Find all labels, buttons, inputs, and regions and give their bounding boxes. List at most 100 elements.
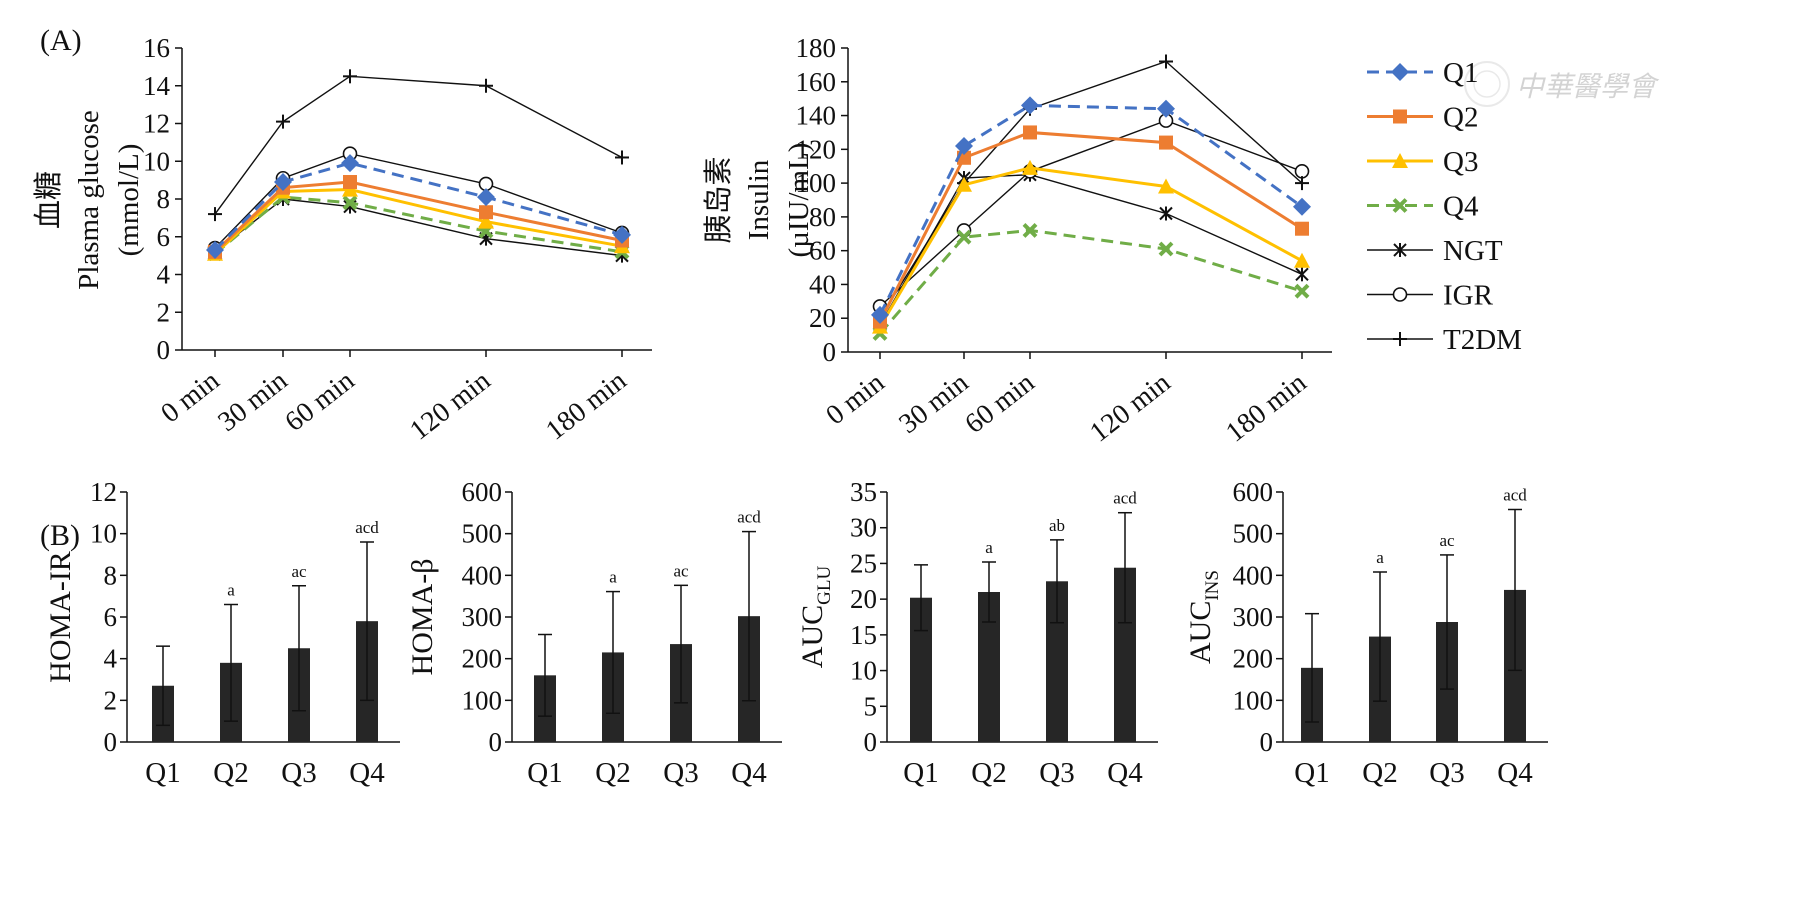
y-tick-label: 14	[143, 71, 171, 101]
panel-b-label: (B)	[40, 519, 80, 552]
x-tick-label-q4: Q4	[349, 757, 385, 789]
y-tick-label: 300	[1233, 602, 1274, 632]
y-tick-label: 600	[462, 477, 503, 507]
y-axis-label: Plasma glucose	[73, 110, 105, 290]
legend-marker-q3	[1392, 153, 1408, 168]
data-point-q3	[478, 213, 494, 229]
legend-item-q2: Q2	[1367, 102, 1478, 134]
data-point-ngt	[1295, 267, 1309, 282]
series-line-q1	[213, 161, 623, 252]
y-tick-label: 400	[462, 560, 503, 590]
y-tick-label: 6	[104, 602, 118, 632]
data-point-q1	[477, 188, 495, 207]
y-tick-label: 200	[1233, 644, 1274, 674]
x-tick-label: 120 min	[1084, 367, 1176, 448]
x-tick-label-q3: Q3	[281, 757, 316, 789]
significance-label-q3: ac	[673, 561, 689, 580]
legend-marker-q2	[1393, 109, 1407, 124]
data-point-q2	[343, 175, 357, 190]
y-tick-label: 100	[462, 685, 503, 715]
x-tick-label: 0 min	[155, 365, 225, 429]
data-point-q1	[871, 305, 889, 324]
chart-legend: Q1 Q2 Q3 Q4 NGT IGR T2DM	[1367, 57, 1522, 356]
y-tick-label: 30	[850, 513, 877, 543]
legend-label-t2dm: T2DM	[1443, 324, 1522, 356]
watermark-seal-icon	[1464, 61, 1510, 107]
y-tick-label: 100	[1233, 685, 1274, 715]
series-t2dm	[208, 69, 629, 222]
auc-ins-bar-chart: 0 100 200 300 400 500 600 AUCINS Q1 a Q2 ac Q3 acd Q4	[1184, 477, 1548, 789]
data-point-q1	[1157, 99, 1175, 118]
series-t2dm	[873, 54, 1309, 326]
y-tick-label: 10	[143, 146, 170, 176]
y-axis-label-main: HOMA-β	[406, 559, 439, 676]
y-tick-label: 80	[809, 202, 836, 232]
series-q2	[873, 125, 1309, 329]
y-axis-label: Insulin	[743, 159, 775, 240]
legend-label-ngt: NGT	[1443, 235, 1503, 267]
panel-a-label: (A)	[40, 24, 82, 57]
y-tick-label: 16	[143, 33, 170, 63]
significance-label-q3: ac	[291, 562, 307, 581]
significance-label-q4: acd	[1503, 486, 1527, 505]
data-point-q3	[342, 181, 358, 197]
y-tick-label: 0	[1260, 727, 1274, 757]
significance-label-q2: a	[227, 581, 235, 600]
data-point-q2	[1159, 135, 1173, 150]
y-tick-label: 12	[90, 477, 117, 507]
y-axis-label: (µIU/mL)	[783, 143, 815, 258]
legend-item-q1: Q1	[1367, 57, 1478, 89]
y-tick-label: 4	[157, 260, 171, 290]
y-tick-label: 0	[864, 727, 878, 757]
legend-label-q3: Q3	[1443, 146, 1478, 178]
x-tick-label: 180 min	[1220, 367, 1312, 448]
legend-label-q2: Q2	[1443, 102, 1478, 134]
y-tick-label: 40	[809, 269, 836, 299]
y-tick-label: 25	[850, 548, 877, 578]
x-tick-label: 60 min	[279, 365, 360, 438]
y-tick-label: 10	[90, 519, 117, 549]
y-tick-label: 6	[157, 222, 171, 252]
y-axis-label-subscript: GLU	[814, 566, 835, 605]
data-point-q3	[1022, 159, 1038, 175]
y-tick-label: 10	[850, 656, 877, 686]
watermark-logo: 中華醫學會	[1464, 61, 1660, 107]
y-axis-label: (mmol/L)	[113, 144, 145, 257]
data-point-ngt	[1159, 206, 1173, 221]
legend-label-q4: Q4	[1443, 191, 1479, 223]
data-point-igr	[1294, 163, 1310, 179]
data-point-q1	[1021, 96, 1039, 115]
y-axis-label-main: AUC	[796, 605, 829, 668]
homa-beta-bar-chart: 0 100 200 300 400 500 600 HOMA-β Q1 a Q2 ac Q3 acd Q4	[406, 477, 782, 789]
y-tick-label: 12	[143, 109, 170, 139]
y-tick-label: 140	[796, 101, 837, 131]
significance-label-q4: acd	[737, 508, 761, 527]
y-tick-label: 120	[796, 134, 837, 164]
legend-item-t2dm: T2DM	[1367, 324, 1522, 356]
x-tick-label-q2: Q2	[595, 757, 630, 789]
x-tick-label-q3: Q3	[1429, 757, 1464, 789]
y-tick-label: 8	[157, 184, 171, 214]
data-point-q4-stroke	[956, 229, 972, 245]
series-line-q3	[213, 188, 623, 255]
data-point-t2dm	[615, 150, 629, 165]
data-point-t2dm	[479, 78, 493, 93]
legend-label-igr: IGR	[1443, 280, 1494, 312]
auc-glu-bar-chart: 0 5 10 15 20 25 30 35 AUCGLU Q1 a Q2 ab Q3 acd Q4	[796, 477, 1158, 789]
y-tick-label: 0	[104, 727, 118, 757]
data-point-q2	[1295, 221, 1309, 236]
legend-marker-igr	[1392, 287, 1408, 302]
legend-item-ngt: NGT	[1367, 235, 1503, 267]
data-point-q1	[613, 225, 631, 244]
data-point-t2dm	[208, 207, 222, 222]
x-tick-label-q2: Q2	[1362, 757, 1397, 789]
data-point-q4-stroke	[1158, 241, 1174, 257]
y-axis-label: AUCINS	[1184, 570, 1223, 664]
data-point-q1	[206, 240, 224, 259]
y-tick-label: 5	[864, 691, 878, 721]
x-tick-label: 30 min	[212, 365, 293, 438]
x-tick-label-q3: Q3	[663, 757, 698, 789]
data-point-q3	[1158, 178, 1174, 194]
data-point-t2dm	[276, 114, 290, 129]
